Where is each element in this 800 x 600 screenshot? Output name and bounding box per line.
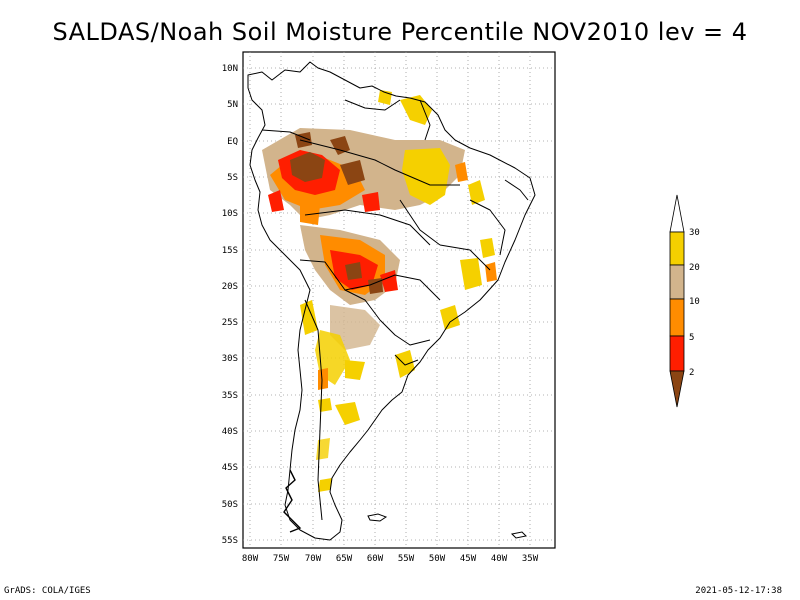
lon-tick-label: 50W	[429, 554, 446, 564]
legend-label: 2	[689, 368, 694, 378]
page-title: SALDAS/Noah Soil Moisture Percentile NOV…	[52, 18, 748, 46]
lat-tick-label: 10N	[222, 64, 238, 74]
lon-tick-label: 55W	[398, 554, 415, 564]
legend-swatch-above-30	[669, 194, 685, 233]
lon-tick-label: 65W	[336, 554, 353, 564]
lat-tick-label: 30S	[222, 354, 238, 364]
lat-tick-label: 50S	[222, 500, 238, 510]
legend-label: 5	[689, 333, 694, 343]
legend-swatch-5-10	[669, 298, 685, 337]
lat-tick-label: 40S	[222, 427, 238, 437]
lat-tick-label: 25S	[222, 318, 238, 328]
legend-swatch-20-30	[669, 231, 685, 266]
coastlines	[247, 61, 536, 541]
legend-label: 20	[689, 263, 700, 273]
lon-tick-label: 40W	[491, 554, 508, 564]
lon-tick-label: 75W	[273, 554, 290, 564]
lat-tick-labels: 10N 5N EQ 5S 10S 15S 20S 25S 30S 35S 40S…	[222, 64, 238, 546]
legend-swatch-below-2	[669, 370, 685, 408]
lat-tick-label: 5N	[227, 100, 238, 110]
footer-credit: GrADS: COLA/IGES	[4, 586, 91, 596]
islands	[283, 469, 528, 539]
lon-tick-label: 70W	[305, 554, 322, 564]
lat-tick-label: 35S	[222, 391, 238, 401]
lon-tick-label: 60W	[367, 554, 384, 564]
lon-tick-label: 45W	[460, 554, 477, 564]
lat-tick-label: 55S	[222, 536, 238, 546]
lat-tick-label: 45S	[222, 463, 238, 473]
lat-tick-label: 5S	[227, 173, 238, 183]
lon-tick-label: 35W	[522, 554, 539, 564]
lon-tick-label: 80W	[242, 554, 259, 564]
shading-layer	[262, 90, 497, 492]
lat-tick-label: 10S	[222, 209, 238, 219]
legend-swatch-2-5	[669, 335, 685, 372]
legend-label: 10	[689, 297, 700, 307]
legend-swatch-10-20	[669, 264, 685, 300]
lat-tick-label: 15S	[222, 246, 238, 256]
footer-timestamp: 2021-05-12-17:38	[695, 586, 782, 596]
legend-label: 30	[689, 228, 700, 238]
lon-tick-labels: 80W 75W 70W 65W 60W 55W 50W 45W 40W 35W	[242, 554, 539, 564]
lat-tick-label: 20S	[222, 282, 238, 292]
colorbar-legend: 30 20 10 5 2	[669, 194, 700, 408]
lat-tick-label: EQ	[227, 137, 238, 147]
